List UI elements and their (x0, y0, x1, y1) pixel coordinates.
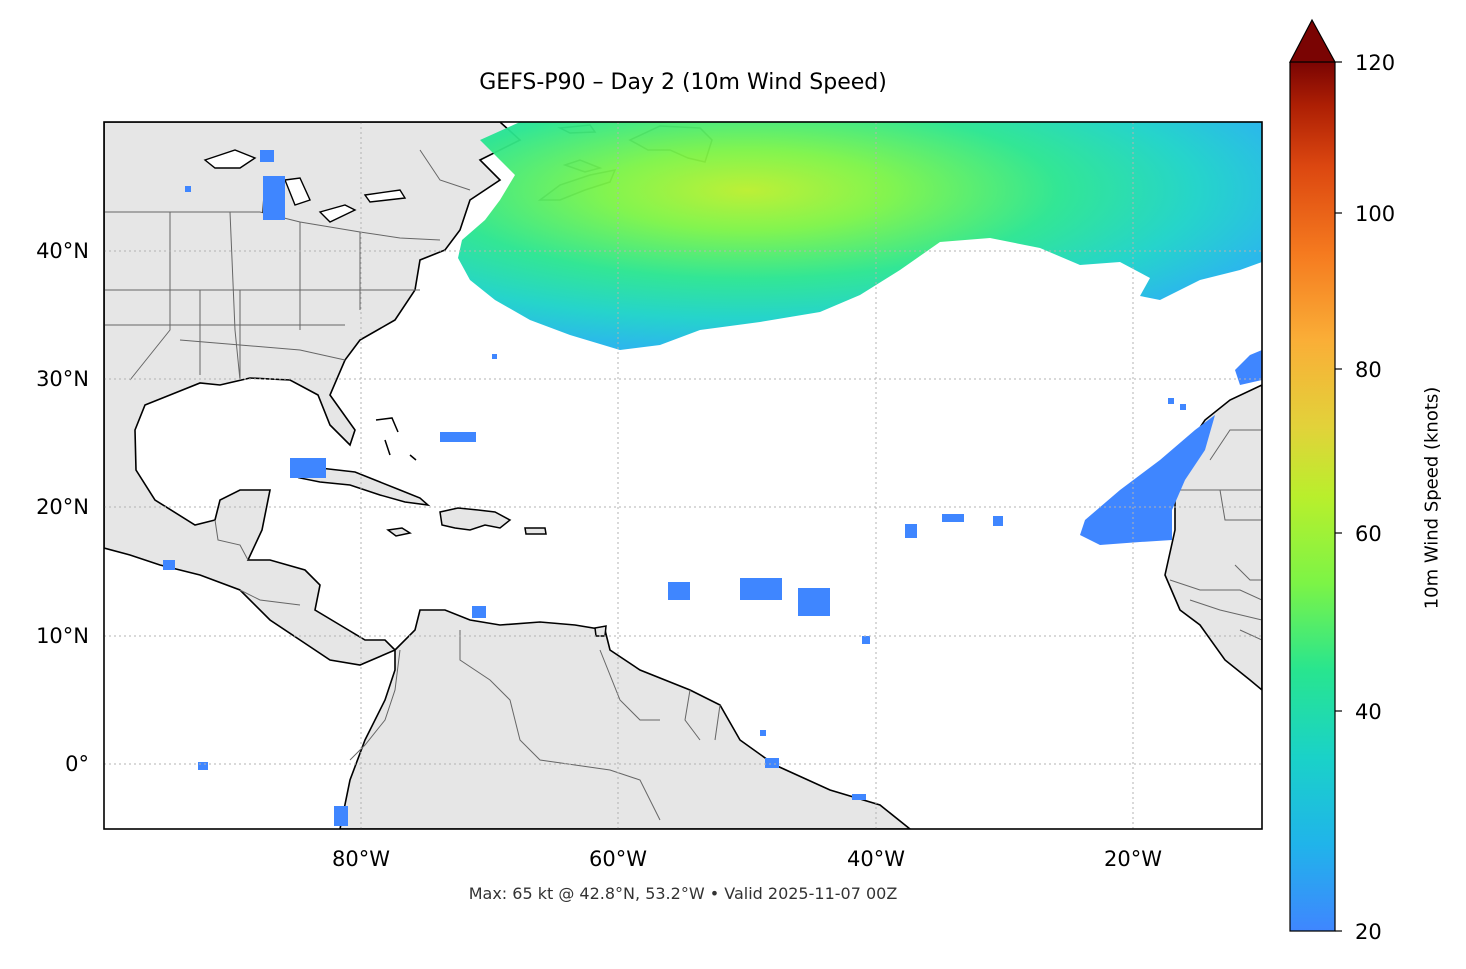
lat-label: 30°N (36, 367, 89, 391)
colorbar-tick-label: 20 (1355, 920, 1382, 944)
colorbar-gradient (1290, 62, 1335, 931)
azores-wind-patch (1235, 350, 1262, 385)
colorbar-tick-label: 120 (1355, 51, 1395, 75)
map-title: GEFS-P90 – Day 2 (10m Wind Speed) (479, 70, 887, 95)
cuba (297, 467, 431, 507)
lat-label: 0° (65, 752, 89, 776)
lat-labels: 40°N 30°N 20°N 10°N 0° (36, 239, 89, 776)
africa (1164, 384, 1262, 692)
lon-labels: 80°W 60°W 40°W 20°W (332, 847, 1162, 871)
lat-label: 40°N (36, 239, 89, 263)
colorbar-tick-label: 60 (1355, 522, 1382, 546)
storm-wind-swath (458, 122, 1262, 350)
wind-field (163, 122, 1262, 826)
west-africa-wind-patch (1080, 415, 1215, 545)
colorbar-extend-arrow (1289, 18, 1337, 63)
trinidad (594, 625, 607, 637)
map-frame (103, 121, 1263, 830)
max-valid-caption: Max: 65 kt @ 42.8°N, 53.2°W • Valid 2025… (468, 884, 898, 903)
south-america (339, 609, 912, 829)
lon-label: 80°W (332, 847, 390, 871)
lon-label: 40°W (847, 847, 905, 871)
north-america (104, 122, 522, 666)
land (104, 122, 1262, 829)
political-borders (104, 149, 1262, 821)
scattered-wind-cells (163, 150, 1186, 826)
colorbar-ticks (1335, 61, 1342, 932)
jamaica (386, 527, 412, 537)
colorbar-tick-label: 40 (1355, 700, 1382, 724)
lon-label: 60°W (589, 847, 647, 871)
colorbar-tick-label: 100 (1355, 202, 1395, 226)
puerto-rico (524, 527, 547, 535)
colorbar: 20 40 60 80 100 120 (1289, 18, 1395, 944)
lat-label: 20°N (36, 495, 89, 519)
colorbar-tick-label: 80 (1355, 358, 1382, 382)
colorbar-tick-labels: 20 40 60 80 100 120 (1355, 51, 1395, 944)
bahamas (375, 417, 417, 461)
hispaniola (439, 507, 512, 531)
map-area (104, 122, 1262, 829)
graticule (104, 122, 1262, 829)
lon-label: 20°W (1104, 847, 1162, 871)
lat-label: 10°N (36, 624, 89, 648)
